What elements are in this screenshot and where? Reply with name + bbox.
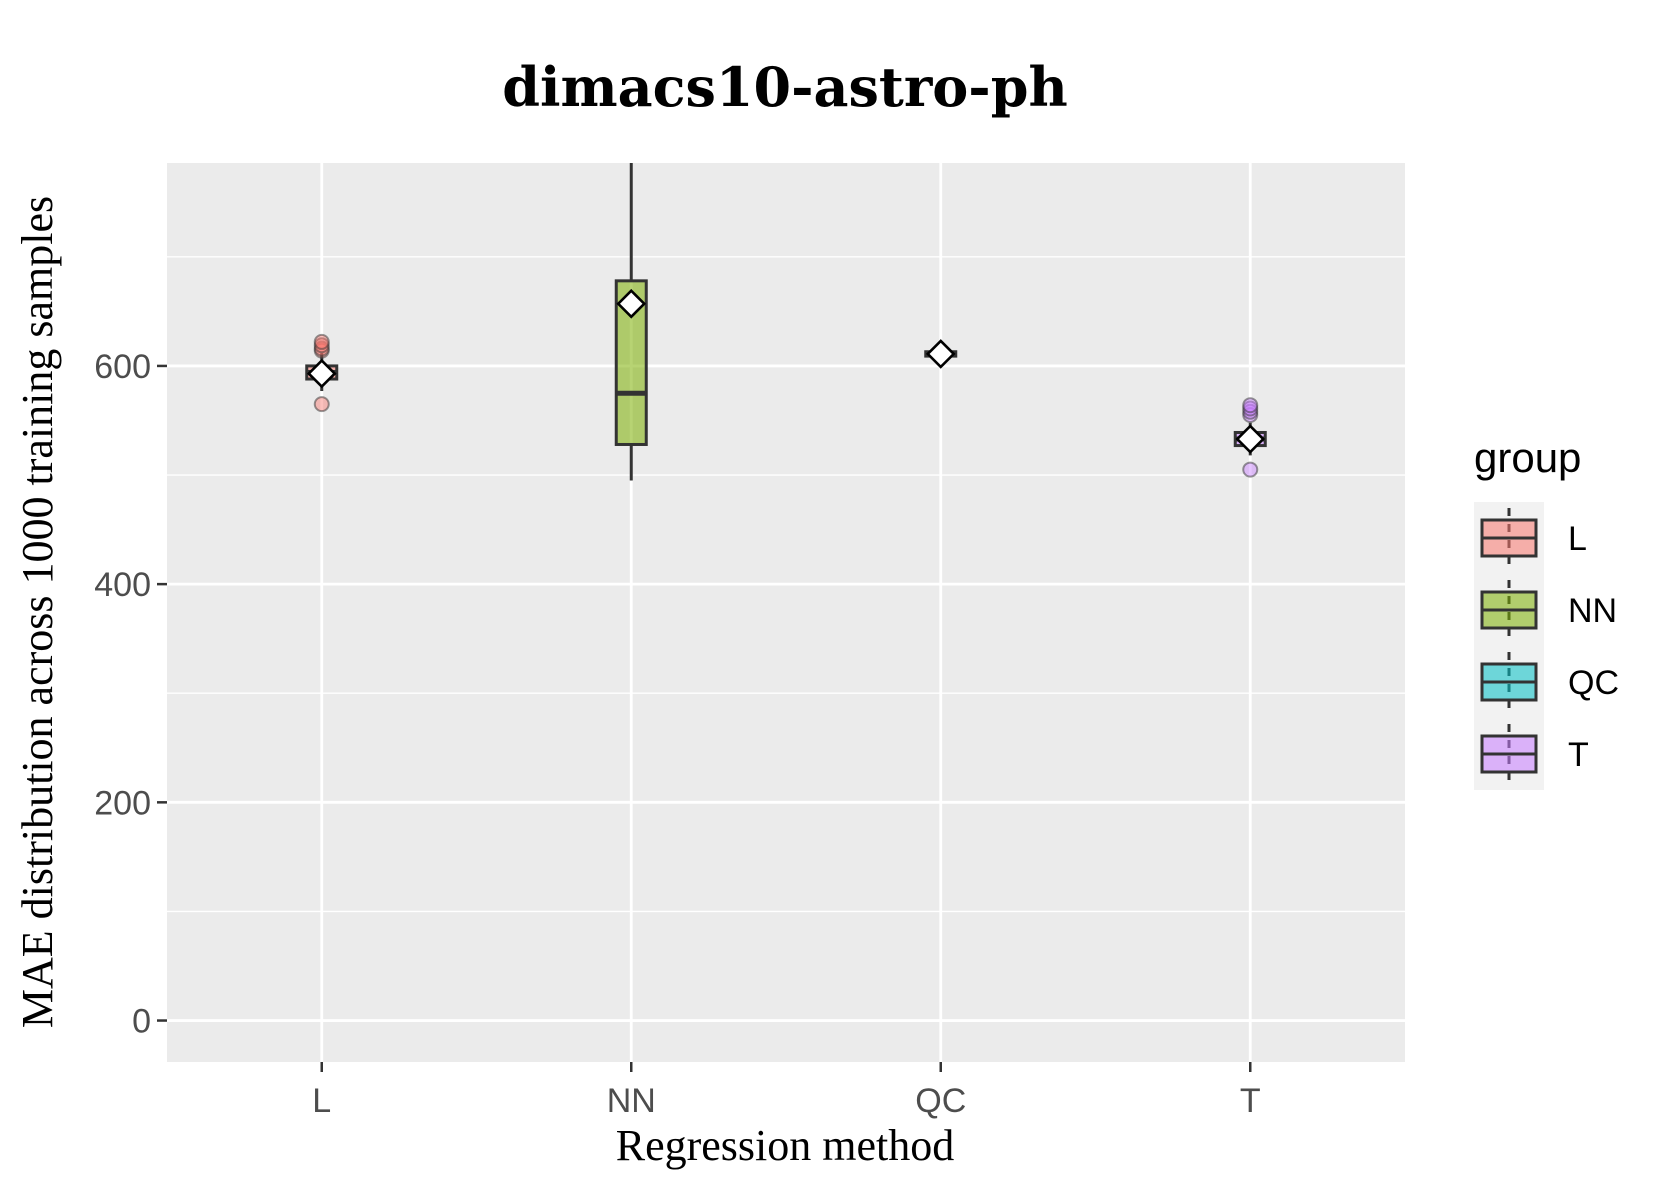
box-NN: [614, 163, 648, 481]
x-tick-label: T: [1240, 1082, 1261, 1120]
legend-label: QC: [1568, 664, 1619, 702]
outlier-point: [1242, 397, 1259, 414]
plot-panel: [167, 163, 1405, 1062]
y-axis: 0 200 400 600: [94, 348, 167, 1041]
legend-label: NN: [1568, 592, 1617, 630]
y-axis-title: MAE distribution across 1000 training sa…: [13, 196, 62, 1028]
x-tick-label: QC: [915, 1082, 966, 1120]
mean-diamond: [306, 358, 337, 389]
mean-diamond: [925, 339, 956, 369]
legend-item-T: T: [1480, 724, 1589, 784]
legend-item-NN: NN: [1480, 580, 1617, 640]
legend: group L NN QC T: [1474, 434, 1619, 790]
y-tick-label: 0: [132, 1003, 151, 1041]
x-axis-title: Regression method: [616, 1121, 955, 1170]
panel-background: [167, 163, 1405, 1062]
box-L: [305, 333, 339, 413]
mean-diamond: [1235, 424, 1266, 454]
y-tick-label: 600: [94, 348, 151, 386]
outlier-point: [313, 333, 330, 350]
outlier-point: [1242, 461, 1259, 478]
legend-title: group: [1474, 434, 1581, 481]
x-axis: L NN QC T: [312, 1062, 1261, 1120]
x-tick-label: L: [312, 1082, 331, 1120]
y-tick-label: 200: [94, 784, 151, 822]
x-tick-label: NN: [607, 1082, 656, 1120]
mean-diamond: [616, 288, 647, 319]
legend-label: L: [1568, 520, 1587, 558]
chart-title: dimacs10-astro-ph: [502, 55, 1067, 119]
outlier-point: [313, 396, 330, 413]
legend-item-L: L: [1480, 508, 1587, 568]
legend-label: T: [1568, 736, 1589, 774]
box-QC: [924, 339, 958, 369]
legend-item-QC: QC: [1480, 652, 1619, 712]
box-T: [1233, 397, 1267, 478]
y-tick-label: 400: [94, 566, 151, 604]
